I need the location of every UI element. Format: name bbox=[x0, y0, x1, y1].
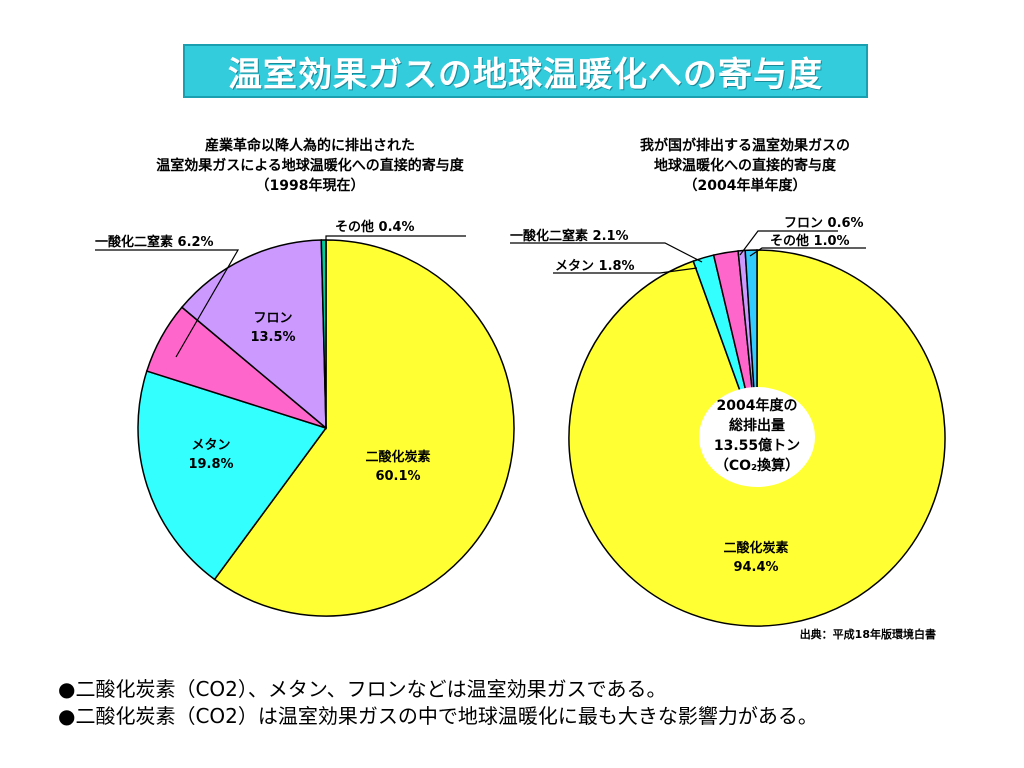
right-leader-n2o bbox=[510, 242, 703, 263]
bullet-item-2: ●二酸化炭素（CO2）は温室効果ガスの中で地球温暖化に最も大きな影響力がある。 bbox=[58, 704, 818, 728]
right-chart-title-line-1: 我が国が排出する温室効果ガスの bbox=[640, 138, 850, 154]
left-leader-n2o bbox=[95, 249, 240, 358]
left-pie-chart: 一酸化二窒素 6.2% その他 0.4% フロン 13.5% メタン 19.8%… bbox=[95, 219, 515, 617]
left-label-other: その他 0.4% bbox=[335, 219, 415, 235]
right-leader-other bbox=[749, 247, 866, 257]
left-label-co2-name: 二酸化炭素 bbox=[365, 449, 430, 465]
left-chart-title: 産業革命以降人為的に排出された 温室効果ガスによる地球温暖化への直接的寄与度 （… bbox=[100, 136, 520, 196]
right-center-bubble bbox=[699, 387, 815, 487]
left-slice-0 bbox=[213, 239, 515, 617]
left-chart-title-line-2: 温室効果ガスによる地球温暖化への直接的寄与度 bbox=[156, 158, 464, 174]
left-chart-title-line-3: （1998年現在） bbox=[255, 178, 365, 194]
title-banner: 温室効果ガスの地球温暖化への寄与度 bbox=[183, 44, 868, 98]
right-center-line-2: 総排出量 bbox=[729, 417, 785, 434]
right-center-line-3: 13.55億トン bbox=[714, 437, 800, 454]
right-center-line-4: （CO₂換算） bbox=[715, 457, 799, 474]
left-label-cfc-value: 13.5% bbox=[250, 330, 295, 345]
left-label-co2-value: 60.1% bbox=[375, 469, 420, 484]
left-label-n2o: 一酸化二窒素 6.2% bbox=[95, 234, 214, 250]
right-chart-title: 我が国が排出する温室効果ガスの 地球温暖化への直接的寄与度 （2004年単年度） bbox=[560, 136, 930, 196]
right-label-cfc: フロン 0.6% bbox=[784, 216, 864, 231]
right-label-co2-name: 二酸化炭素 bbox=[723, 540, 788, 556]
left-leader-other bbox=[325, 235, 466, 262]
right-chart-title-line-3: （2004年単年度） bbox=[683, 178, 807, 194]
left-label-cfc-name: フロン bbox=[253, 311, 292, 326]
right-label-n2o: 一酸化二窒素 2.1% bbox=[510, 228, 629, 244]
bullet-list: ●二酸化炭素（CO2）、メタン、フロンなどは温室効果ガスである。 ●二酸化炭素（… bbox=[58, 676, 818, 730]
left-label-methane-value: 19.8% bbox=[188, 457, 233, 472]
right-leader-cfc bbox=[739, 230, 838, 256]
right-leader-methane bbox=[553, 267, 698, 274]
right-label-other: その他 1.0% bbox=[770, 233, 850, 249]
bullet-item-1: ●二酸化炭素（CO2）、メタン、フロンなどは温室効果ガスである。 bbox=[58, 677, 667, 701]
left-slice-1 bbox=[137, 370, 328, 581]
right-label-co2-value: 94.4% bbox=[733, 560, 778, 575]
right-chart-title-line-2: 地球温暖化への直接的寄与度 bbox=[654, 158, 836, 174]
left-slice-3 bbox=[180, 239, 327, 430]
source-note: 出典：平成18年版環境白書 bbox=[799, 628, 936, 641]
right-label-methane: メタン 1.8% bbox=[555, 259, 635, 274]
page-title: 温室効果ガスの地球温暖化への寄与度 bbox=[228, 54, 823, 95]
left-chart-title-line-1: 産業革命以降人為的に排出された bbox=[205, 138, 415, 154]
right-pie-chart: 一酸化二窒素 2.1% メタン 1.8% フロン 0.6% その他 1.0% 二… bbox=[510, 216, 946, 627]
left-label-methane-name: メタン bbox=[191, 438, 230, 453]
right-center-line-1: 2004年度の bbox=[717, 397, 798, 414]
